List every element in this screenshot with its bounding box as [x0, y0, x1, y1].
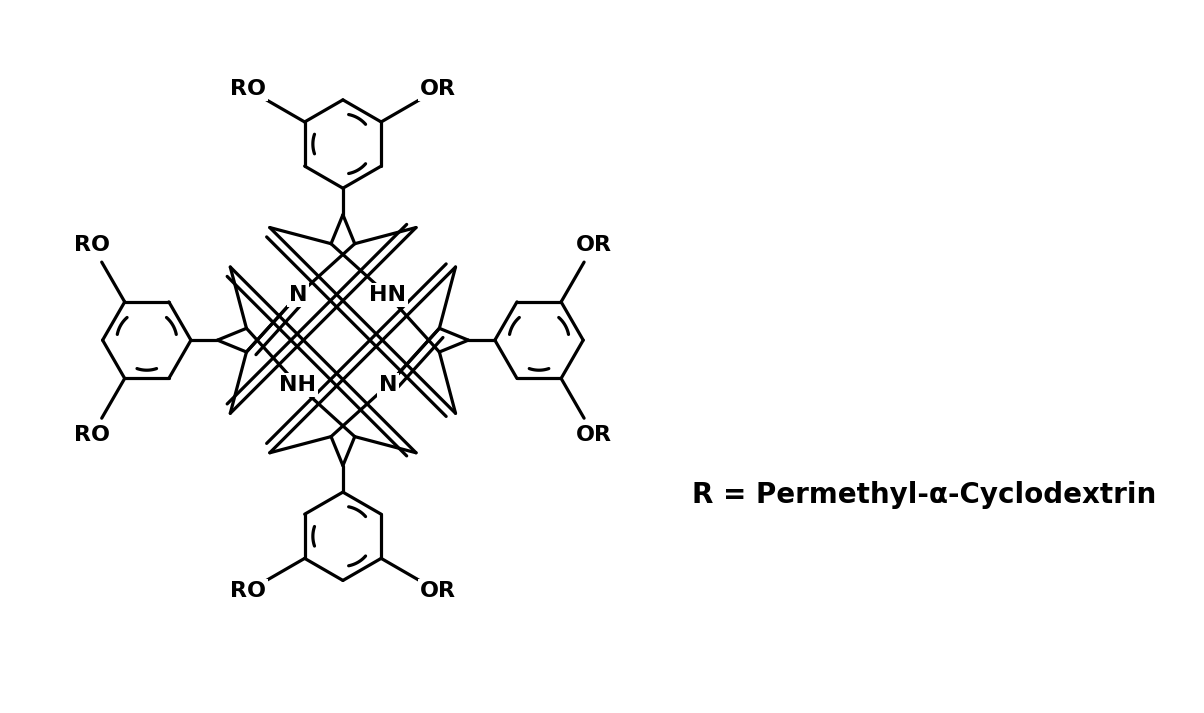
- Text: RO: RO: [230, 79, 266, 99]
- Text: OR: OR: [576, 425, 612, 445]
- Text: NH: NH: [279, 375, 317, 395]
- Text: R = Permethyl-α-Cyclodextrin: R = Permethyl-α-Cyclodextrin: [692, 481, 1156, 509]
- Text: RO: RO: [73, 425, 110, 445]
- Text: N: N: [289, 285, 307, 305]
- Text: RO: RO: [230, 581, 266, 601]
- Text: OR: OR: [420, 581, 456, 601]
- Text: OR: OR: [576, 235, 612, 255]
- Text: HN: HN: [370, 285, 407, 305]
- Text: N: N: [378, 375, 397, 395]
- Text: OR: OR: [420, 79, 456, 99]
- Text: RO: RO: [73, 235, 110, 255]
